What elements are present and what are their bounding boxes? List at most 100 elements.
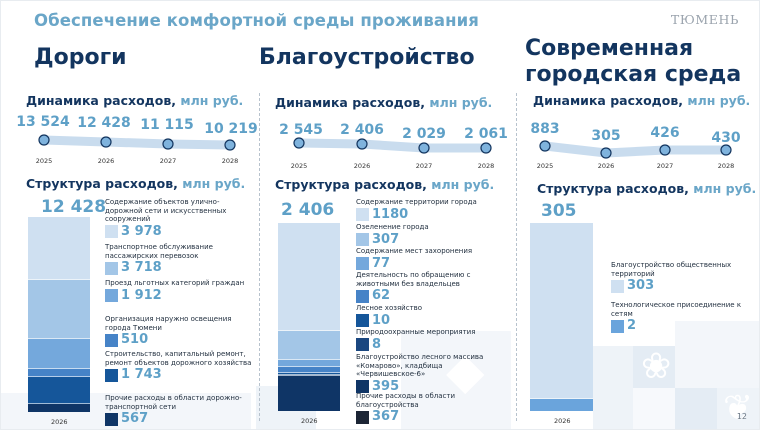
line-chart-svg [293,137,492,154]
dynamics-year: 2028 [717,162,735,170]
dynamics-year: 2026 [97,157,115,165]
stacked-bar [530,223,593,411]
legend-item: Проезд льготных категорий граждан 1 912 [105,279,245,303]
legend-swatch [105,261,118,275]
brand-logo: ТЮМЕНЬ [670,12,739,27]
legend-swatch [356,289,369,303]
legend-item: Содержание мест захоронения 77 [356,247,473,271]
dynamics-year: 2027 [159,157,177,165]
legend-item: Содержание территории города 1180 [356,198,477,222]
dynamics-year: 2028 [221,157,239,165]
column-divider [516,93,517,421]
legend-item: Содержание объектов улично-дорожной сети… [105,198,227,239]
dynamics-value: 2 061 [464,126,508,142]
legend-swatch [356,314,369,327]
bar-segment [278,360,340,367]
bg-tile [633,388,675,429]
dynamics-year: 2027 [415,162,433,170]
structure-total: 305 [541,201,577,221]
structure-title: Структура расходов, млн руб. [275,177,495,192]
column-roads: Дороги Динамика расходов, млн руб. 13 52… [1,1,259,429]
bg-tile [401,331,511,429]
dynamics-line-chart: 2 545 2 406 2 029 2 061 2025 2026 2027 2… [259,118,516,173]
column-divider [259,93,260,421]
legend-item: Транспортное обслуживание пассажирских п… [105,243,213,275]
legend-swatch [611,319,624,333]
dynamics-year: 2026 [353,162,371,170]
line-chart-svg [539,140,732,159]
legend-swatch [356,233,369,246]
column-landscaping: Благоустройство Динамика расходов, млн р… [259,1,516,429]
legend-swatch [356,208,369,221]
dynamics-value: 10 219 [204,121,258,137]
stacked-bar [278,223,340,411]
structure-total: 12 428 [41,197,107,217]
dynamics-value: 2 545 [279,122,323,138]
bar-segment [278,223,340,331]
dynamics-value: 2 406 [340,122,384,138]
structure-title: Структура расходов, млн руб. [537,181,757,196]
legend-item: Благоустройство лесного массива «Комаров… [356,353,484,394]
dynamics-year: 2026 [597,162,615,170]
legend-swatch [105,333,118,347]
legend-swatch [611,279,624,293]
bar-segment [278,367,340,373]
dynamics-title: Динамика расходов, млн руб. [533,93,751,108]
legend-swatch [105,225,118,238]
structure-title: Структура расходов, млн руб. [26,176,246,191]
dynamics-line-chart: 883 305 426 430 2025 2026 2027 2028 [516,119,759,174]
legend-item: Лесное хозяйство 10 [356,304,423,328]
bar-segment [28,217,90,280]
legend-swatch [356,338,369,351]
bar-segment [530,223,593,399]
legend-swatch [356,257,369,270]
dynamics-year: 2025 [35,157,53,165]
stacked-bar [28,217,90,412]
legend-item: Организация наружно освещения города Тюм… [105,315,232,347]
line-chart-svg [38,134,236,151]
legend-swatch [105,412,118,426]
legend-item: Прочие расходы в области дорожно- трансп… [105,394,242,426]
dynamics-value: 13 524 [16,114,70,130]
bar-year: 2026 [51,418,68,426]
legend-swatch [356,380,369,393]
leaf-ornament-icon: ❦ [723,388,754,429]
bg-tile [593,346,633,429]
bar-segment [28,404,90,412]
bar-segment [530,399,593,411]
column-title: Современная городская среда [525,36,742,87]
bar-segment [278,375,340,376]
dynamics-value: 305 [591,128,621,144]
dynamics-year: 2027 [656,162,674,170]
legend-item: Природоохранные мероприятия 8 [356,328,476,352]
legend-item: Деятельность по обращению с животными бе… [356,271,471,303]
bar-segment [278,373,340,375]
bar-year: 2026 [301,417,318,425]
dynamics-title: Динамика расходов, млн руб. [275,95,493,110]
column-title: Дороги [34,45,127,70]
dynamics-value: 883 [530,121,560,137]
column-title: Благоустройство [259,45,475,70]
bar-segment [278,376,340,411]
dynamics-year: 2025 [536,162,554,170]
dynamics-year: 2028 [477,162,495,170]
legend-item: Технологическое присоединение к сетям 2 [611,301,742,333]
dynamics-value: 426 [650,125,680,141]
dynamics-value: 11 115 [140,117,194,133]
bar-segment [28,339,90,369]
legend-item: Благоустройство общественных территорий … [611,261,732,293]
bird-ornament-icon: ❀ [641,346,672,387]
column-urban-environment: Современная городская среда Динамика рас… [516,1,759,429]
dynamics-line-chart: 13 524 12 428 11 115 10 219 2025 2026 20… [1,111,259,171]
bar-year: 2026 [554,417,571,425]
bar-segment [28,369,90,377]
legend-swatch [356,410,369,424]
bg-tile [675,388,717,429]
structure-total: 2 406 [281,200,335,220]
bar-segment [28,377,90,404]
header-title: Обеспечение комфортной среды проживания [34,11,480,30]
dynamics-value: 2 029 [402,126,446,142]
legend-swatch [105,368,118,382]
legend-item: Строительство, капитальный ремонт, ремон… [105,350,252,382]
